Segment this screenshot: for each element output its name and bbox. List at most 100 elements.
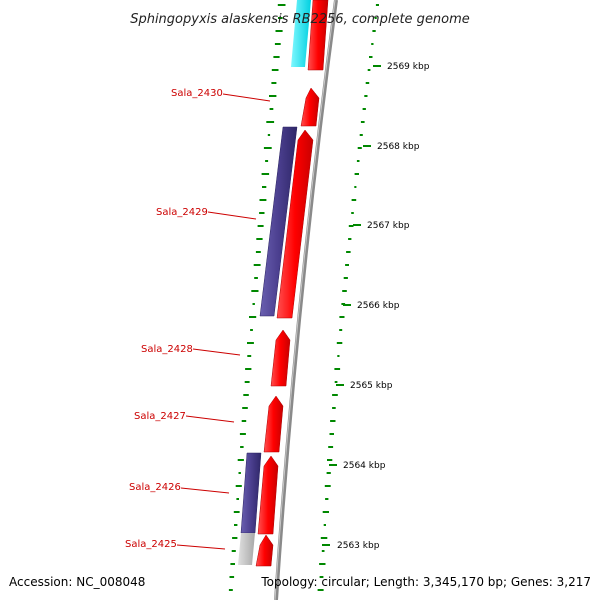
blast-hit-grey xyxy=(238,533,255,565)
gc-dot xyxy=(278,17,283,19)
gc-dot xyxy=(252,303,255,305)
gc-dot xyxy=(354,186,357,188)
gene-label-leader xyxy=(207,211,257,220)
gene-label-sala-2430[interactable]: Sala_2430 xyxy=(171,88,223,99)
tick-label: 2568 kbp xyxy=(377,142,420,152)
gene-label-leader xyxy=(185,415,235,423)
genome-backbone-highlight xyxy=(274,0,336,600)
gc-dot xyxy=(256,238,263,240)
gc-dot xyxy=(257,225,264,227)
gc-dot xyxy=(259,199,267,201)
gene-label-leader xyxy=(192,348,241,356)
gc-dot xyxy=(265,160,269,162)
cds-feature-sala-2428 xyxy=(270,329,291,387)
gc-dot xyxy=(266,121,275,123)
gc-dot xyxy=(326,472,331,474)
tick-label: 2563 kbp xyxy=(337,541,380,551)
gc-dot xyxy=(357,147,362,149)
tick-label: 2564 kbp xyxy=(343,461,386,471)
gc-dot xyxy=(271,69,279,71)
gc-dot xyxy=(253,264,261,266)
gc-dot xyxy=(243,394,249,396)
gc-dot xyxy=(251,290,259,292)
gc-dot xyxy=(328,446,334,448)
gc-dot xyxy=(342,290,347,292)
gc-dot xyxy=(319,576,324,578)
gc-dot xyxy=(339,316,345,318)
gc-dot xyxy=(229,576,235,578)
gc-dot xyxy=(356,160,360,162)
accession-text: Accession: NC_008048 xyxy=(9,575,145,589)
gc-dot xyxy=(238,472,241,474)
gc-dot xyxy=(233,511,240,513)
gc-dot xyxy=(359,134,363,136)
gc-dot xyxy=(322,511,329,513)
gc-dot xyxy=(277,4,286,6)
gc-dot xyxy=(364,95,368,97)
gene-label-leader xyxy=(180,487,230,494)
tick-label: 2569 kbp xyxy=(387,62,430,72)
gc-dot xyxy=(324,485,331,487)
genome-backbone xyxy=(274,0,338,600)
gc-dot xyxy=(330,420,336,422)
gc-dot xyxy=(336,342,343,344)
gc-dot xyxy=(234,524,238,526)
gc-dot xyxy=(255,251,261,253)
gene-label-leader xyxy=(176,544,226,550)
gc-dot xyxy=(354,173,359,175)
tick-label: 2566 kbp xyxy=(357,301,400,311)
gc-skew-dots-inner xyxy=(228,4,286,591)
gc-dot xyxy=(327,459,333,461)
gc-dot xyxy=(348,238,352,240)
blast-hit-track xyxy=(238,0,311,565)
gene-label-sala-2426[interactable]: Sala_2426 xyxy=(129,482,181,493)
tick-label: 2567 kbp xyxy=(367,221,410,231)
gene-label-sala-2425[interactable]: Sala_2425 xyxy=(125,539,177,550)
gc-dot xyxy=(348,225,354,227)
gc-dot xyxy=(230,563,235,565)
gc-dot xyxy=(351,199,357,201)
gc-dot xyxy=(269,95,277,97)
gc-dot xyxy=(247,342,254,344)
gc-dot xyxy=(367,69,371,71)
gc-dot xyxy=(254,277,258,279)
cds-track xyxy=(255,0,329,567)
blast-hit-cyan xyxy=(291,0,311,67)
gene-label-sala-2429[interactable]: Sala_2429 xyxy=(156,207,208,218)
gene-label-sala-2427[interactable]: Sala_2427 xyxy=(134,411,186,422)
blast-hit-blue-large xyxy=(259,126,298,317)
gc-dot xyxy=(372,30,376,32)
cds-feature-top xyxy=(307,0,329,71)
gc-dot xyxy=(343,277,348,279)
blast-hit-blue-small xyxy=(240,452,262,534)
gc-dot xyxy=(271,82,277,84)
gc-dot xyxy=(337,355,340,357)
cds-feature-sala-2426 xyxy=(257,455,279,535)
gc-dot xyxy=(329,433,334,435)
gc-dot xyxy=(236,498,239,500)
gc-dot xyxy=(332,394,338,396)
gc-dot xyxy=(321,550,325,552)
gc-dot xyxy=(267,134,271,136)
gc-dot xyxy=(371,43,374,45)
gc-dot xyxy=(274,43,281,45)
gc-dot xyxy=(346,251,351,253)
gc-dot xyxy=(259,212,265,214)
gc-dot xyxy=(242,407,248,409)
gc-dot xyxy=(369,56,373,58)
gc-dot xyxy=(235,485,242,487)
gc-dot xyxy=(345,264,349,266)
tick-label: 2565 kbp xyxy=(350,381,393,391)
gc-dot xyxy=(334,381,338,383)
gc-dot xyxy=(261,173,270,175)
gc-dot xyxy=(323,524,326,526)
gc-skew-dots-outer xyxy=(317,4,379,591)
gc-dot xyxy=(375,4,379,6)
gene-label-sala-2428[interactable]: Sala_2428 xyxy=(141,344,193,355)
gc-dot xyxy=(232,537,238,539)
gc-dot xyxy=(339,329,343,331)
gc-dot xyxy=(244,381,250,383)
gc-dot xyxy=(360,121,365,123)
map-title: Sphingopyxis alaskensis RB2256, complete… xyxy=(130,12,470,27)
